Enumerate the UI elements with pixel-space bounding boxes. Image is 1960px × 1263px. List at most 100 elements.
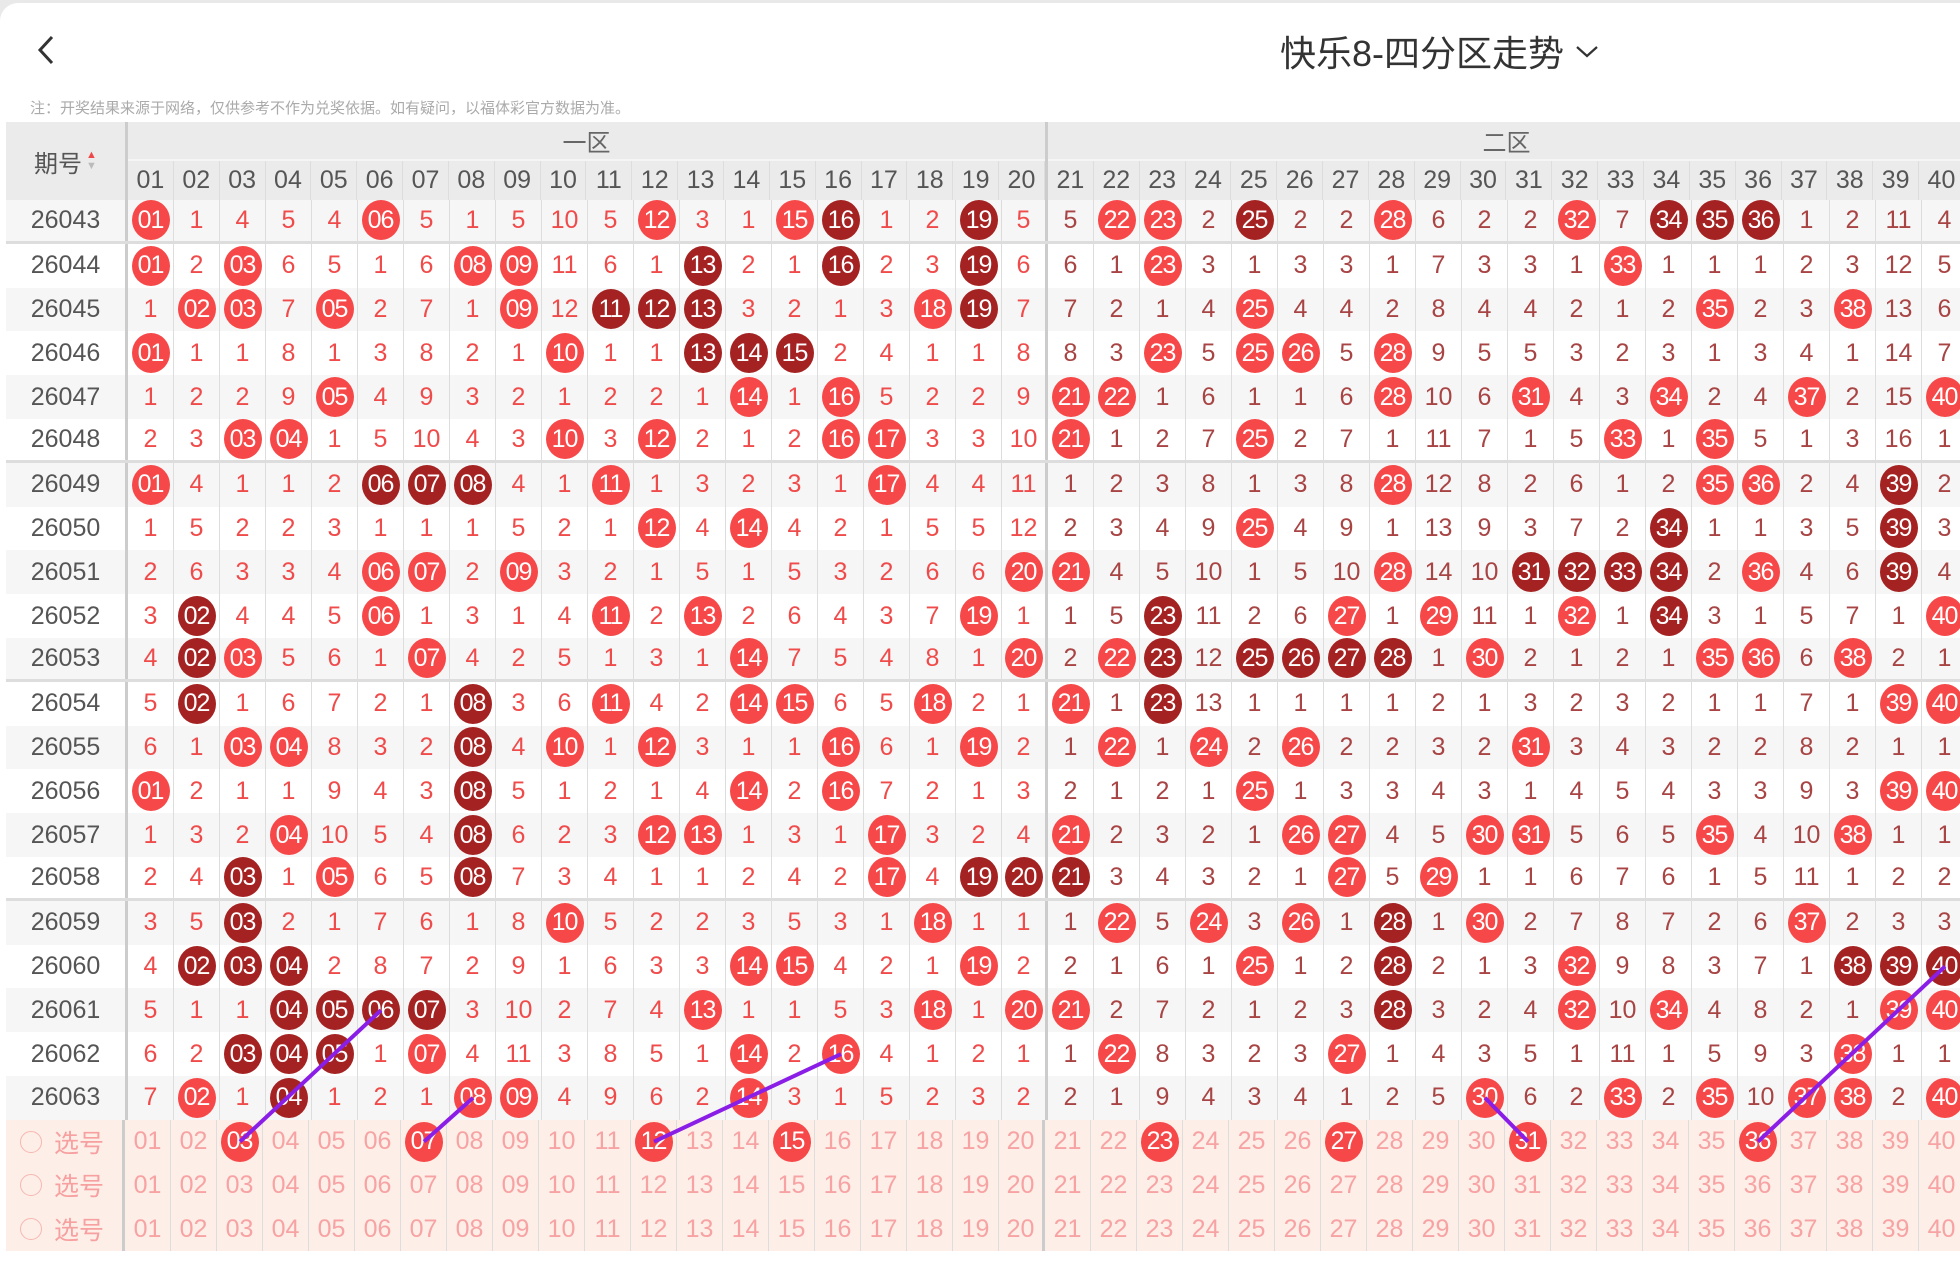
select-number-22[interactable]: 22 [1091,1164,1137,1208]
select-number-34[interactable]: 34 [1643,1164,1689,1208]
select-number-40[interactable]: 40 [1919,1120,1960,1164]
select-number-36[interactable]: 36 [1735,1120,1781,1164]
select-number-29[interactable]: 29 [1413,1207,1459,1251]
select-number-20[interactable]: 20 [999,1164,1045,1208]
select-number-28[interactable]: 28 [1367,1164,1413,1208]
select-number-20[interactable]: 20 [999,1207,1045,1251]
select-number-26[interactable]: 26 [1275,1207,1321,1251]
select-number-01[interactable]: 01 [125,1164,171,1208]
select-number-35[interactable]: 35 [1689,1207,1735,1251]
select-number-09[interactable]: 09 [493,1207,539,1251]
select-number-03[interactable]: 03 [217,1207,263,1251]
select-number-02[interactable]: 02 [171,1120,217,1164]
select-number-07[interactable]: 07 [401,1120,447,1164]
select-number-11[interactable]: 11 [585,1120,631,1164]
select-number-21[interactable]: 21 [1045,1120,1091,1164]
select-number-14[interactable]: 14 [723,1120,769,1164]
select-number-18[interactable]: 18 [907,1164,953,1208]
title-dropdown[interactable]: 快乐8-四分区走势 [1280,25,1600,77]
select-number-30[interactable]: 30 [1459,1164,1505,1208]
select-number-11[interactable]: 11 [585,1207,631,1251]
selected-number-ball[interactable]: 03 [221,1122,259,1162]
back-button[interactable] [30,25,66,75]
select-number-31[interactable]: 31 [1505,1120,1551,1164]
select-number-35[interactable]: 35 [1689,1120,1735,1164]
select-number-12[interactable]: 12 [631,1164,677,1208]
select-number-27[interactable]: 27 [1321,1207,1367,1251]
selected-number-ball[interactable]: 07 [405,1122,443,1162]
select-number-33[interactable]: 33 [1597,1207,1643,1251]
select-number-39[interactable]: 39 [1873,1120,1919,1164]
select-number-09[interactable]: 09 [493,1120,539,1164]
select-number-32[interactable]: 32 [1551,1164,1597,1208]
select-number-01[interactable]: 01 [125,1207,171,1251]
select-number-32[interactable]: 32 [1551,1120,1597,1164]
select-number-18[interactable]: 18 [907,1120,953,1164]
selected-number-ball[interactable]: 36 [1739,1122,1777,1162]
select-number-14[interactable]: 14 [723,1164,769,1208]
select-number-10[interactable]: 10 [539,1207,585,1251]
select-number-06[interactable]: 06 [355,1207,401,1251]
select-number-15[interactable]: 15 [769,1164,815,1208]
select-number-38[interactable]: 38 [1827,1207,1873,1251]
select-number-11[interactable]: 11 [585,1164,631,1208]
select-number-12[interactable]: 12 [631,1207,677,1251]
select-number-13[interactable]: 13 [677,1207,723,1251]
select-number-10[interactable]: 10 [539,1164,585,1208]
select-number-28[interactable]: 28 [1367,1120,1413,1164]
select-number-26[interactable]: 26 [1275,1164,1321,1208]
select-number-29[interactable]: 29 [1413,1120,1459,1164]
select-number-34[interactable]: 34 [1643,1120,1689,1164]
select-number-21[interactable]: 21 [1045,1164,1091,1208]
select-number-38[interactable]: 38 [1827,1164,1873,1208]
select-number-12[interactable]: 12 [631,1120,677,1164]
select-number-05[interactable]: 05 [309,1120,355,1164]
select-number-27[interactable]: 27 [1321,1164,1367,1208]
select-number-38[interactable]: 38 [1827,1120,1873,1164]
select-number-16[interactable]: 16 [815,1164,861,1208]
select-number-03[interactable]: 03 [217,1164,263,1208]
select-number-21[interactable]: 21 [1045,1207,1091,1251]
select-number-05[interactable]: 05 [309,1164,355,1208]
select-number-26[interactable]: 26 [1275,1120,1321,1164]
select-number-37[interactable]: 37 [1781,1207,1827,1251]
select-number-23[interactable]: 23 [1137,1120,1183,1164]
select-number-30[interactable]: 30 [1459,1120,1505,1164]
select-number-10[interactable]: 10 [539,1120,585,1164]
select-number-06[interactable]: 06 [355,1164,401,1208]
select-number-18[interactable]: 18 [907,1207,953,1251]
select-number-19[interactable]: 19 [953,1120,999,1164]
select-number-39[interactable]: 39 [1873,1207,1919,1251]
select-number-24[interactable]: 24 [1183,1120,1229,1164]
selected-number-ball[interactable]: 31 [1509,1122,1547,1162]
select-number-04[interactable]: 04 [263,1164,309,1208]
select-number-06[interactable]: 06 [355,1120,401,1164]
select-number-35[interactable]: 35 [1689,1164,1735,1208]
select-number-27[interactable]: 27 [1321,1120,1367,1164]
select-number-28[interactable]: 28 [1367,1207,1413,1251]
select-number-13[interactable]: 13 [677,1164,723,1208]
select-number-24[interactable]: 24 [1183,1164,1229,1208]
select-number-33[interactable]: 33 [1597,1120,1643,1164]
selected-number-ball[interactable]: 12 [635,1122,673,1162]
select-number-17[interactable]: 17 [861,1207,907,1251]
select-number-04[interactable]: 04 [263,1120,309,1164]
select-number-37[interactable]: 37 [1781,1120,1827,1164]
select-number-17[interactable]: 17 [861,1120,907,1164]
select-number-25[interactable]: 25 [1229,1120,1275,1164]
select-number-37[interactable]: 37 [1781,1164,1827,1208]
select-number-23[interactable]: 23 [1137,1207,1183,1251]
select-row-toggle[interactable]: 选号 [6,1164,125,1208]
select-number-23[interactable]: 23 [1137,1164,1183,1208]
select-number-09[interactable]: 09 [493,1164,539,1208]
select-number-16[interactable]: 16 [815,1207,861,1251]
select-number-19[interactable]: 19 [953,1164,999,1208]
select-number-25[interactable]: 25 [1229,1207,1275,1251]
select-number-36[interactable]: 36 [1735,1164,1781,1208]
select-number-34[interactable]: 34 [1643,1207,1689,1251]
select-number-01[interactable]: 01 [125,1120,171,1164]
select-number-02[interactable]: 02 [171,1207,217,1251]
select-number-05[interactable]: 05 [309,1207,355,1251]
select-number-16[interactable]: 16 [815,1120,861,1164]
select-number-36[interactable]: 36 [1735,1207,1781,1251]
